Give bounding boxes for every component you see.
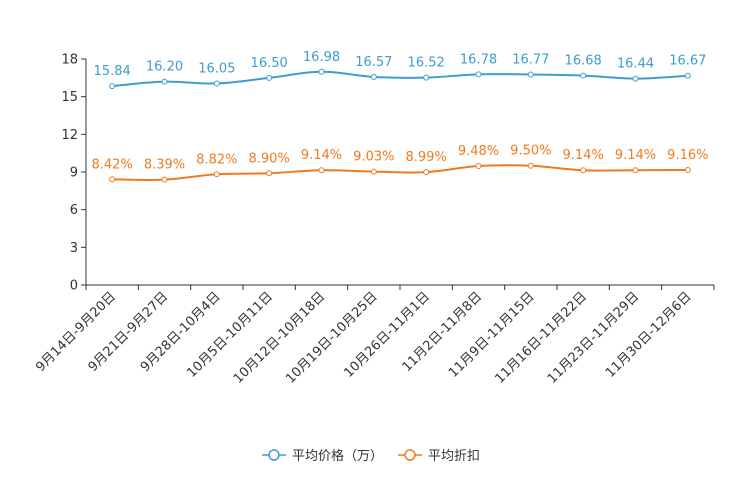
data-label: 16.98 (303, 50, 340, 65)
data-label: 16.78 (460, 52, 497, 67)
y-tick-label: 12 (61, 128, 78, 143)
data-label: 8.42% (92, 157, 133, 172)
data-point[interactable] (684, 72, 691, 79)
data-label: 15.84 (94, 64, 131, 79)
y-tick-label: 6 (70, 203, 78, 218)
data-label: 9.16% (667, 148, 708, 163)
legend[interactable]: 平均价格（万） 平均折扣 (262, 448, 480, 464)
data-label: 9.50% (510, 144, 551, 159)
data-point[interactable] (266, 74, 273, 81)
data-point[interactable] (527, 162, 534, 169)
data-point[interactable] (475, 162, 482, 169)
series-layer: 15.84 16.20 16.05 16.50 16.98 16.57 16.52 16.78… (92, 50, 708, 183)
data-point[interactable] (161, 176, 168, 183)
data-label: 16.05 (198, 61, 235, 76)
data-point[interactable] (109, 176, 116, 183)
axes: 03691215189月14日-9月20日9月21日-9月27日9月28日-10… (33, 53, 715, 387)
data-point[interactable] (632, 75, 639, 82)
data-label: 8.82% (196, 152, 237, 167)
y-tick-label: 3 (70, 241, 78, 256)
data-point[interactable] (580, 72, 587, 79)
data-label: 16.44 (617, 57, 654, 72)
data-label: 9.14% (563, 148, 604, 163)
legend-label: 平均折扣 (428, 449, 480, 464)
y-tick-label: 15 (61, 90, 78, 105)
data-label: 9.03% (353, 150, 394, 165)
data-label: 16.52 (408, 56, 445, 71)
data-point[interactable] (684, 166, 691, 173)
legend-marker-icon (268, 449, 280, 461)
data-label: 9.14% (615, 148, 656, 163)
data-label: 16.68 (565, 54, 602, 69)
y-tick-label: 18 (61, 53, 78, 68)
data-label: 16.50 (251, 56, 288, 71)
data-label: 8.90% (249, 151, 290, 166)
series-2: 8.42% 8.39% 8.82% 8.90% 9.14% 9.03% 8.99% 9.48%… (92, 144, 708, 183)
data-point[interactable] (370, 168, 377, 175)
data-label: 16.20 (146, 60, 183, 75)
data-point[interactable] (109, 83, 116, 90)
data-point[interactable] (475, 71, 482, 78)
data-point[interactable] (580, 167, 587, 174)
x-tick-label: 10月12日-10月18日 (231, 289, 328, 386)
data-point[interactable] (266, 170, 273, 177)
data-label: 9.14% (301, 148, 342, 163)
data-label: 8.39% (144, 158, 185, 173)
legend-item-2[interactable]: 平均折扣 (398, 449, 480, 464)
data-point[interactable] (213, 80, 220, 87)
data-point[interactable] (370, 73, 377, 80)
series-line (112, 164, 688, 181)
x-tick-label: 11月23日-11月29日 (545, 289, 642, 386)
data-point[interactable] (527, 71, 534, 78)
data-point[interactable] (318, 68, 325, 75)
legend-label: 平均价格（万） (292, 448, 383, 464)
legend-marker-icon (404, 449, 416, 461)
series-line (112, 70, 688, 88)
data-label: 9.48% (458, 144, 499, 159)
data-label: 16.57 (355, 55, 392, 70)
data-point[interactable] (161, 78, 168, 85)
data-label: 16.77 (512, 52, 549, 67)
y-tick-label: 0 (70, 279, 78, 294)
data-label: 16.67 (669, 54, 706, 69)
x-tick-label: 11月16日-11月22日 (493, 289, 590, 386)
x-tick-label: 10月19日-10月25日 (283, 289, 380, 386)
series-1: 15.84 16.20 16.05 16.50 16.98 16.57 16.52 16.78… (94, 50, 706, 90)
data-label: 8.99% (406, 150, 447, 165)
legend-item-1[interactable]: 平均价格（万） (262, 448, 383, 464)
data-point[interactable] (213, 171, 220, 178)
data-point[interactable] (318, 167, 325, 174)
y-tick-label: 9 (70, 166, 78, 181)
data-point[interactable] (423, 74, 430, 81)
data-point[interactable] (423, 169, 430, 176)
data-point[interactable] (632, 167, 639, 174)
